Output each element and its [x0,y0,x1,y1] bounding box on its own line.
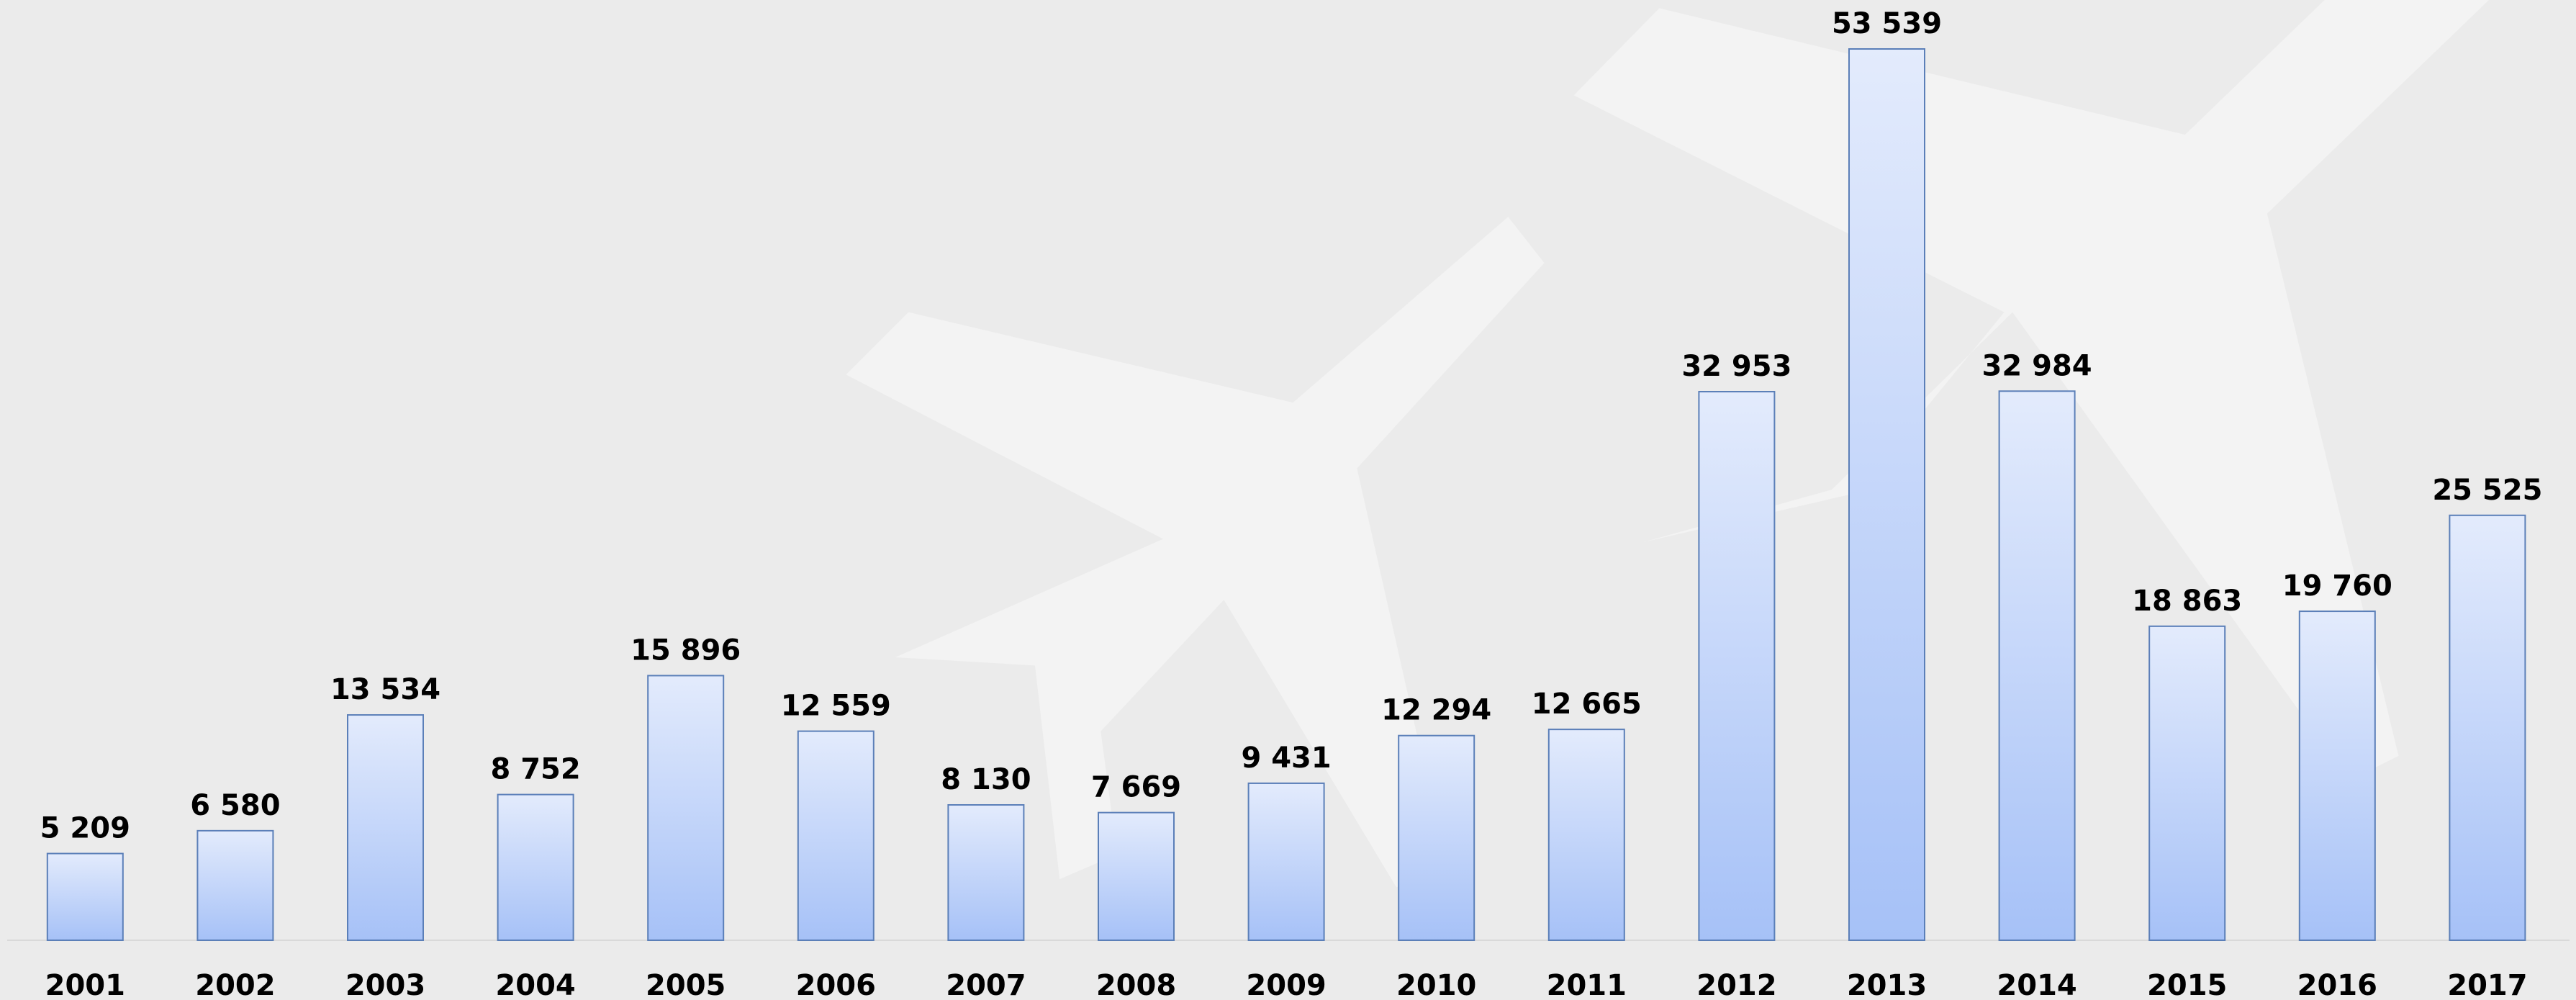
x-tick-label: 2009 [1246,969,1326,1000]
bar [2149,626,2225,940]
bar [2300,611,2375,940]
value-label: 8 130 [941,763,1031,796]
x-tick-label: 2003 [345,969,425,1000]
value-label: 6 580 [190,789,280,822]
x-tick-label: 2010 [1396,969,1476,1000]
bar [2449,515,2525,940]
x-tick-label: 2002 [195,969,275,1000]
value-label: 7 669 [1091,771,1181,804]
value-label: 13 534 [330,673,440,706]
x-tick-label: 2012 [1696,969,1776,1000]
page: 5 209 2001 6 580 2002 13 534 2003 8 752 2004 15 … [0,0,2576,1000]
x-tick-label: 2015 [2147,969,2227,1000]
bar [1999,391,2075,940]
x-tick-label: 2006 [796,969,876,1000]
value-label: 32 953 [1681,350,1791,383]
x-tick-label: 2017 [2447,969,2527,1000]
bar [1699,392,1774,940]
chart: 5 209 2001 6 580 2002 13 534 2003 8 752 2004 15 … [0,0,2576,1000]
bar [197,831,273,940]
bar [798,731,874,940]
bar [1398,736,1474,940]
value-label: 53 539 [1832,7,1942,40]
bar [648,675,723,940]
x-tick-label: 2005 [646,969,726,1000]
bar [1549,729,1624,940]
x-tick-label: 2001 [45,969,125,1000]
value-label: 12 294 [1381,694,1491,727]
bar [1849,49,1925,940]
x-tick-label: 2016 [2297,969,2377,1000]
x-tick-label: 2004 [495,969,575,1000]
x-tick-label: 2008 [1096,969,1176,1000]
bar [948,805,1023,940]
x-tick-label: 2014 [1997,969,2076,1000]
bar [348,715,423,940]
value-label: 32 984 [1982,349,2092,382]
value-label: 12 665 [1532,688,1642,721]
x-tick-label: 2013 [1847,969,1927,1000]
value-label: 15 896 [631,634,741,667]
value-label: 5 209 [40,812,130,845]
value-label: 18 863 [2132,585,2242,618]
value-label: 9 431 [1241,742,1331,775]
bar [48,854,123,940]
bar [1098,813,1174,940]
bar [498,795,574,940]
value-label: 12 559 [781,690,891,723]
value-label: 25 525 [2432,474,2542,507]
value-label: 19 760 [2282,569,2392,603]
value-label: 8 752 [490,753,580,786]
x-tick-label: 2011 [1547,969,1627,1000]
bar [1249,783,1324,940]
x-tick-label: 2007 [946,969,1026,1000]
